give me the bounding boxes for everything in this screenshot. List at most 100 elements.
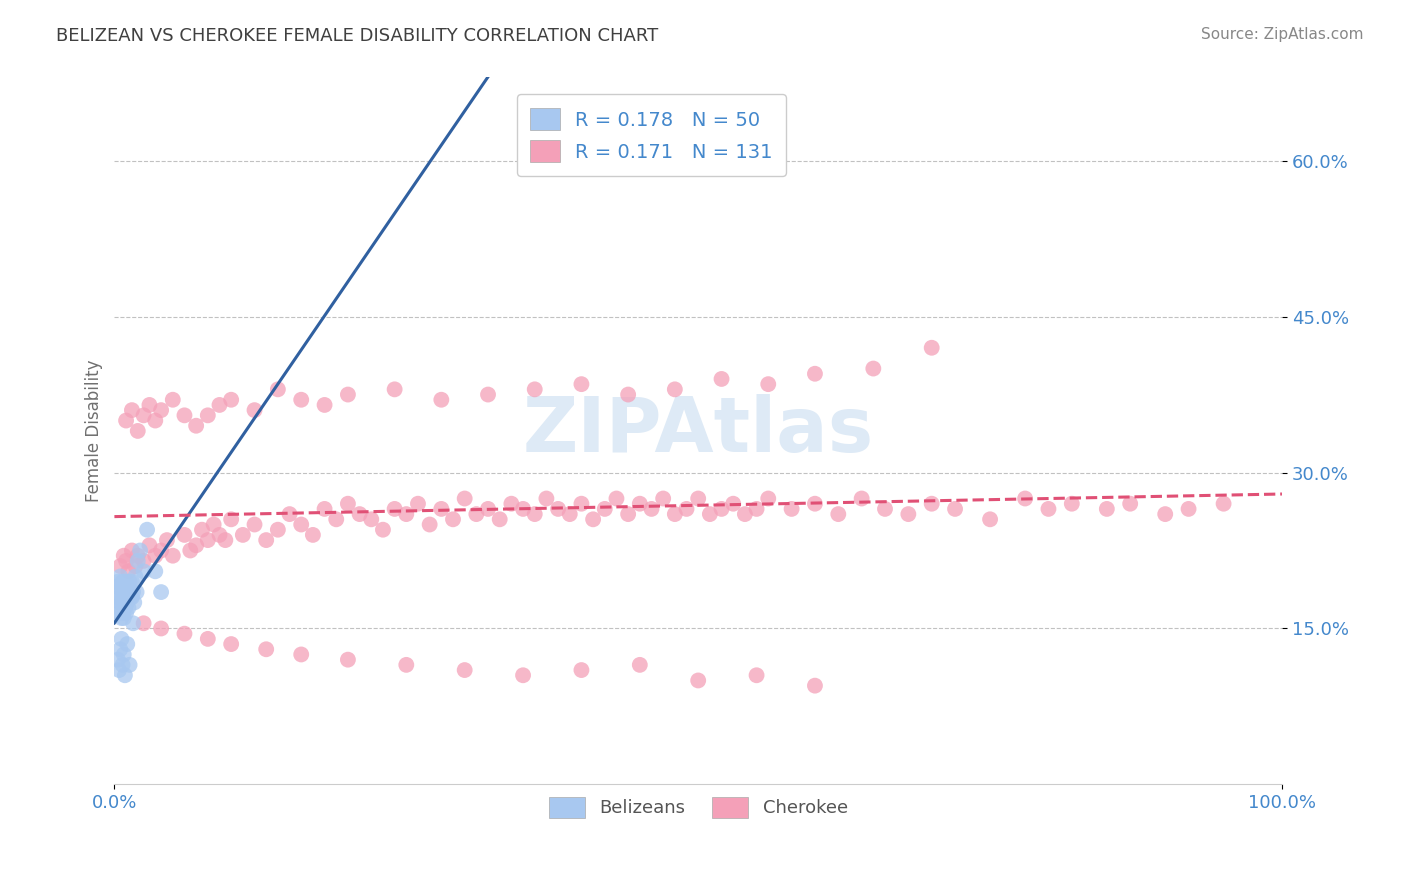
Point [688,673,710,688]
Point [699,507,721,521]
Point [593,502,616,516]
Point [979,512,1001,526]
Y-axis label: Female Disability: Female Disability [86,359,103,502]
Point [117,595,139,609]
Point [114,585,136,599]
Point [804,497,827,511]
Point [1014,491,1036,506]
Point [143,413,166,427]
Point [143,549,166,563]
Point [1060,497,1083,511]
Point [617,387,640,401]
Point [314,398,336,412]
Point [688,491,710,506]
Point [1212,497,1234,511]
Point [290,648,312,662]
Point [943,502,966,516]
Point [756,491,779,506]
Point [664,382,686,396]
Point [122,616,145,631]
Point [173,626,195,640]
Point [110,595,132,609]
Point [191,523,214,537]
Point [186,418,208,433]
Point [710,502,733,516]
Point [118,574,141,589]
Point [1119,497,1142,511]
Point [122,595,145,609]
Point [336,497,359,511]
Point [851,491,873,506]
Point [112,595,135,609]
Point [336,387,359,401]
Point [453,491,475,506]
Point [117,637,139,651]
Point [122,585,145,599]
Point [523,507,546,521]
Point [336,653,359,667]
Point [756,377,779,392]
Point [290,392,312,407]
Point [186,538,208,552]
Point [360,512,382,526]
Point [117,564,139,578]
Point [150,585,173,599]
Point [873,502,896,516]
Point [121,543,143,558]
Text: BELIZEAN VS CHEROKEE FEMALE DISABILITY CORRELATION CHART: BELIZEAN VS CHEROKEE FEMALE DISABILITY C… [56,27,658,45]
Point [371,523,394,537]
Legend: Belizeans, Cherokee: Belizeans, Cherokee [541,789,855,825]
Point [628,497,651,511]
Point [129,543,152,558]
Point [290,517,312,532]
Point [143,564,166,578]
Point [219,512,242,526]
Point [115,574,138,589]
Point [110,559,132,574]
Point [132,554,155,568]
Point [325,512,347,526]
Point [179,543,201,558]
Point [582,512,605,526]
Point [108,606,131,620]
Point [571,497,593,511]
Point [710,372,733,386]
Point [112,648,135,662]
Point [111,591,134,605]
Point [453,663,475,677]
Point [197,533,219,547]
Point [243,517,266,532]
Point [138,398,160,412]
Point [640,502,662,516]
Point [214,533,236,547]
Point [477,387,499,401]
Point [121,403,143,417]
Text: Source: ZipAtlas.com: Source: ZipAtlas.com [1201,27,1364,42]
Point [121,591,143,605]
Point [512,668,534,682]
Point [267,523,290,537]
Point [173,409,195,423]
Point [127,424,149,438]
Point [232,528,254,542]
Point [208,398,231,412]
Point [112,574,135,589]
Point [117,600,139,615]
Point [349,507,371,521]
Point [202,517,225,532]
Point [108,591,131,605]
Point [278,507,301,521]
Point [219,392,242,407]
Point [111,574,134,589]
Point [110,642,132,657]
Point [107,653,129,667]
Point [488,512,510,526]
Point [110,580,132,594]
Point [150,403,173,417]
Point [745,502,768,516]
Point [115,591,138,605]
Point [1038,502,1060,516]
Point [571,663,593,677]
Point [110,585,132,599]
Point [132,616,155,631]
